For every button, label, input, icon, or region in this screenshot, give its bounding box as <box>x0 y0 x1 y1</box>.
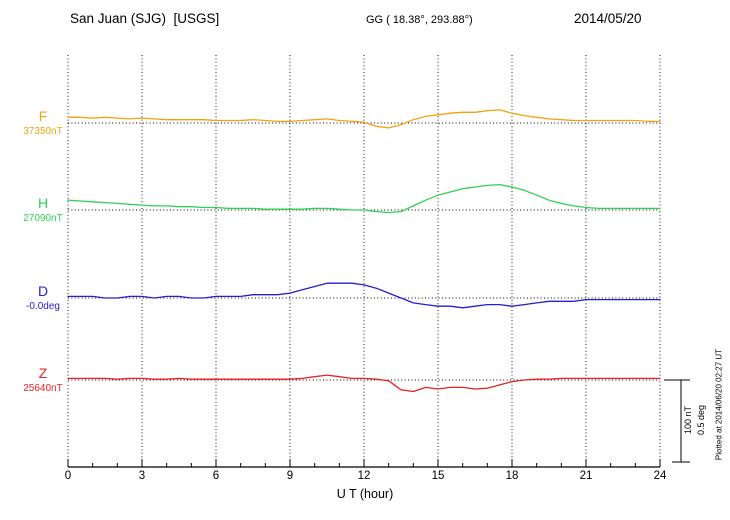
x-tick-label-24: 24 <box>653 470 667 482</box>
channel-reference-F: 37350nT <box>23 126 63 137</box>
x-tick-label-12: 12 <box>357 470 371 482</box>
channel-label-H: H <box>37 195 49 211</box>
scale-bar-label-nt: 100 nT <box>683 405 693 435</box>
channel-reference-H: 27090nT <box>23 213 63 224</box>
station-title: San Juan (SJG) [USGS] <box>70 11 220 26</box>
trace-D <box>67 282 661 309</box>
channel-label-F: F <box>38 108 48 124</box>
geographic-coordinates: GG ( 18.38°, 293.88°) <box>366 14 473 26</box>
trace-H <box>67 183 661 214</box>
trace-F <box>67 109 661 129</box>
channel-reference-Z: 25640nT <box>23 383 63 394</box>
channel-label-Z: Z <box>38 365 48 381</box>
x-tick-label-9: 9 <box>286 470 294 482</box>
plot-date: 2014/05/20 <box>574 11 642 26</box>
channel-label-D: D <box>37 283 49 299</box>
scale-bar-label-deg: 0.5 deg <box>696 404 706 436</box>
trace-Z <box>67 374 661 393</box>
x-tick-label-21: 21 <box>579 470 593 482</box>
x-tick-label-18: 18 <box>505 470 519 482</box>
channel-reference-D: -0.0deg <box>26 301 60 312</box>
x-tick-label-3: 3 <box>138 470 146 482</box>
scale-bar-labels: 100 nT 0.5 deg <box>682 379 708 461</box>
x-axis-label: U T (hour) <box>336 487 394 501</box>
x-tick-label-0: 0 <box>64 470 72 482</box>
x-tick-label-6: 6 <box>212 470 220 482</box>
x-tick-label-15: 15 <box>431 470 445 482</box>
plotted-at-stamp: Plotted at 2014/06/20 02:27 UT <box>714 348 724 461</box>
